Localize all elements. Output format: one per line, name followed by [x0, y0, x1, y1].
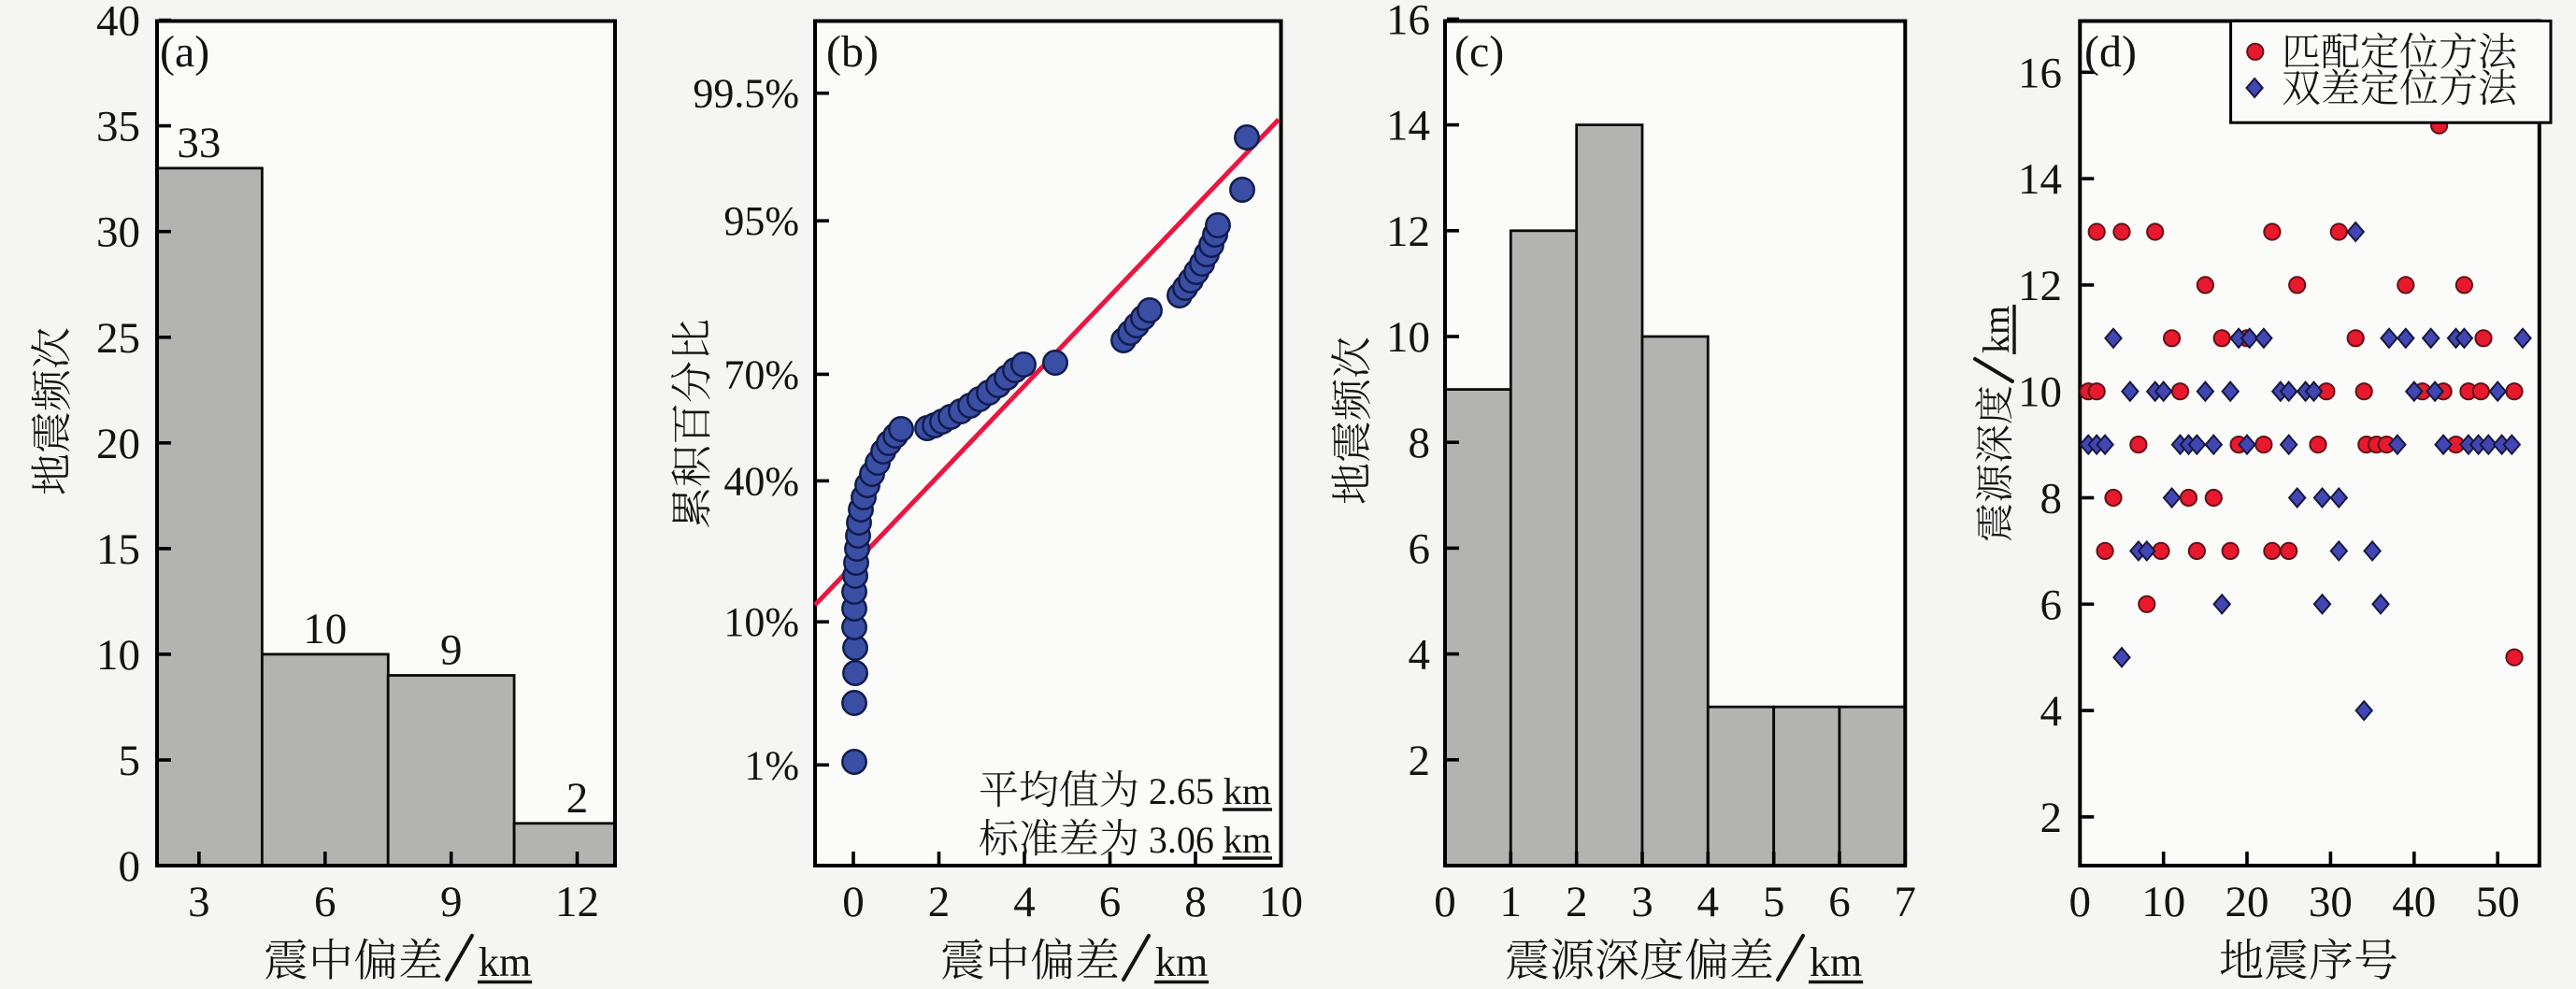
svg-text:10: 10: [96, 631, 140, 680]
svg-text:3.06: 3.06: [1149, 819, 1214, 861]
svg-text:6: 6: [1828, 878, 1851, 926]
svg-text:7: 7: [1895, 878, 1917, 926]
svg-text:30: 30: [96, 208, 140, 257]
svg-text:10%: 10%: [723, 599, 799, 645]
svg-text:14: 14: [1386, 102, 1430, 150]
svg-text:10: 10: [1386, 313, 1430, 362]
svg-text:9: 9: [440, 878, 463, 926]
svg-text:(d): (d): [2084, 27, 2137, 77]
svg-text:20: 20: [2225, 878, 2269, 926]
svg-text:9: 9: [440, 626, 463, 675]
svg-text:10: 10: [2018, 368, 2062, 417]
svg-text:40: 40: [2392, 878, 2436, 926]
svg-text:0: 0: [119, 842, 141, 891]
svg-text:km: km: [1155, 939, 1208, 985]
svg-text:20: 20: [96, 420, 140, 468]
svg-text:km: km: [1224, 819, 1271, 861]
svg-text:(a): (a): [160, 27, 209, 77]
svg-text:12: 12: [555, 878, 599, 926]
svg-text:km: km: [479, 939, 531, 985]
svg-text:4: 4: [1409, 631, 1431, 680]
svg-text:12: 12: [2018, 262, 2062, 310]
svg-text:50: 50: [2476, 878, 2520, 926]
svg-text:6: 6: [1409, 524, 1431, 573]
svg-text:25: 25: [96, 314, 140, 363]
svg-text:6: 6: [2040, 580, 2063, 629]
svg-text:km: km: [1975, 306, 2017, 353]
svg-text:0: 0: [2069, 878, 2092, 926]
svg-text:km: km: [1810, 939, 1862, 985]
svg-text:15: 15: [96, 525, 140, 574]
svg-text:8: 8: [1184, 878, 1207, 926]
svg-text:1%: 1%: [744, 742, 799, 788]
svg-text:5: 5: [119, 737, 141, 785]
svg-text:4: 4: [1013, 878, 1036, 926]
svg-text:1: 1: [1500, 878, 1523, 926]
svg-text:8: 8: [2040, 475, 2063, 523]
svg-text:2: 2: [1409, 737, 1431, 785]
svg-text:33: 33: [177, 119, 221, 167]
svg-text:12: 12: [1386, 208, 1430, 256]
svg-text:10: 10: [303, 605, 347, 653]
svg-text:30: 30: [2309, 878, 2353, 926]
svg-text:8: 8: [1409, 419, 1431, 467]
svg-text:4: 4: [1697, 878, 1720, 926]
svg-text:5: 5: [1763, 878, 1785, 926]
svg-text:10: 10: [1259, 878, 1303, 926]
svg-text:40%: 40%: [723, 458, 799, 504]
svg-text:3: 3: [188, 878, 210, 926]
svg-text:99.5%: 99.5%: [693, 71, 799, 117]
svg-text:0: 0: [1434, 878, 1456, 926]
svg-text:16: 16: [1386, 0, 1430, 44]
svg-text:2.65: 2.65: [1149, 770, 1214, 812]
svg-text:3: 3: [1631, 878, 1653, 926]
svg-text:2: 2: [2040, 794, 2063, 842]
svg-text:4: 4: [2040, 687, 2063, 736]
svg-text:40: 40: [96, 0, 140, 46]
svg-text:2: 2: [928, 878, 951, 926]
svg-text:6: 6: [1099, 878, 1122, 926]
svg-text:km: km: [1224, 770, 1271, 812]
svg-text:(c): (c): [1454, 27, 1504, 77]
svg-text:2: 2: [566, 774, 589, 823]
svg-text:(b): (b): [826, 27, 879, 77]
svg-text:6: 6: [314, 878, 336, 926]
svg-text:2: 2: [1566, 878, 1588, 926]
svg-text:16: 16: [2018, 49, 2062, 97]
svg-text:10: 10: [2141, 878, 2185, 926]
svg-text:95%: 95%: [723, 198, 799, 244]
svg-text:70%: 70%: [723, 351, 799, 397]
svg-text:35: 35: [96, 103, 140, 151]
svg-text:14: 14: [2018, 155, 2062, 204]
svg-text:0: 0: [842, 878, 865, 926]
